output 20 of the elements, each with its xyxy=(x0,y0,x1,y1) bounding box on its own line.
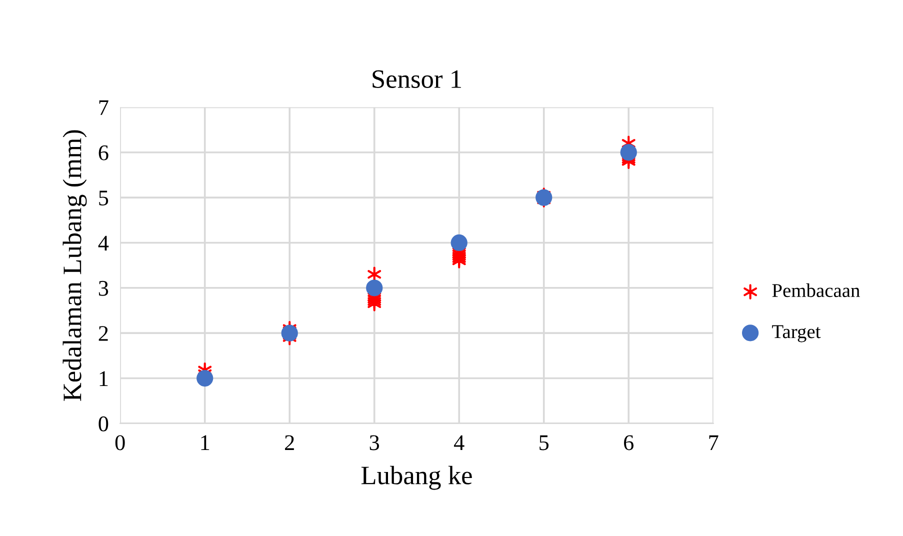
x-tick-label: 5 xyxy=(540,435,549,450)
x-tick-label: 3 xyxy=(370,435,380,450)
legend-label: Target xyxy=(772,325,821,342)
y-axis-title: Kedalaman Lubang (mm) xyxy=(62,130,87,401)
y-tick-label: 3 xyxy=(98,280,108,296)
y-tick-label: 4 xyxy=(98,236,109,250)
x-tick-label: 2 xyxy=(285,435,294,450)
x-tick-label: 7 xyxy=(709,435,718,450)
y-tick-label: 0 xyxy=(98,416,108,432)
x-tick-label: 0 xyxy=(115,435,125,450)
chart-title: Sensor 1 xyxy=(372,70,461,88)
x-tick-label: 1 xyxy=(201,435,210,450)
x-tick-label: 6 xyxy=(624,435,634,450)
x-tick-label: 4 xyxy=(454,435,464,450)
x-axis-title: Lubang ke xyxy=(361,466,472,490)
y-tick-label: 1 xyxy=(100,371,108,386)
y-tick-label: 5 xyxy=(99,190,108,206)
y-tick-label: 2 xyxy=(98,326,108,341)
y-tick-label: 7 xyxy=(99,100,108,115)
y-tick-label: 6 xyxy=(98,145,108,160)
